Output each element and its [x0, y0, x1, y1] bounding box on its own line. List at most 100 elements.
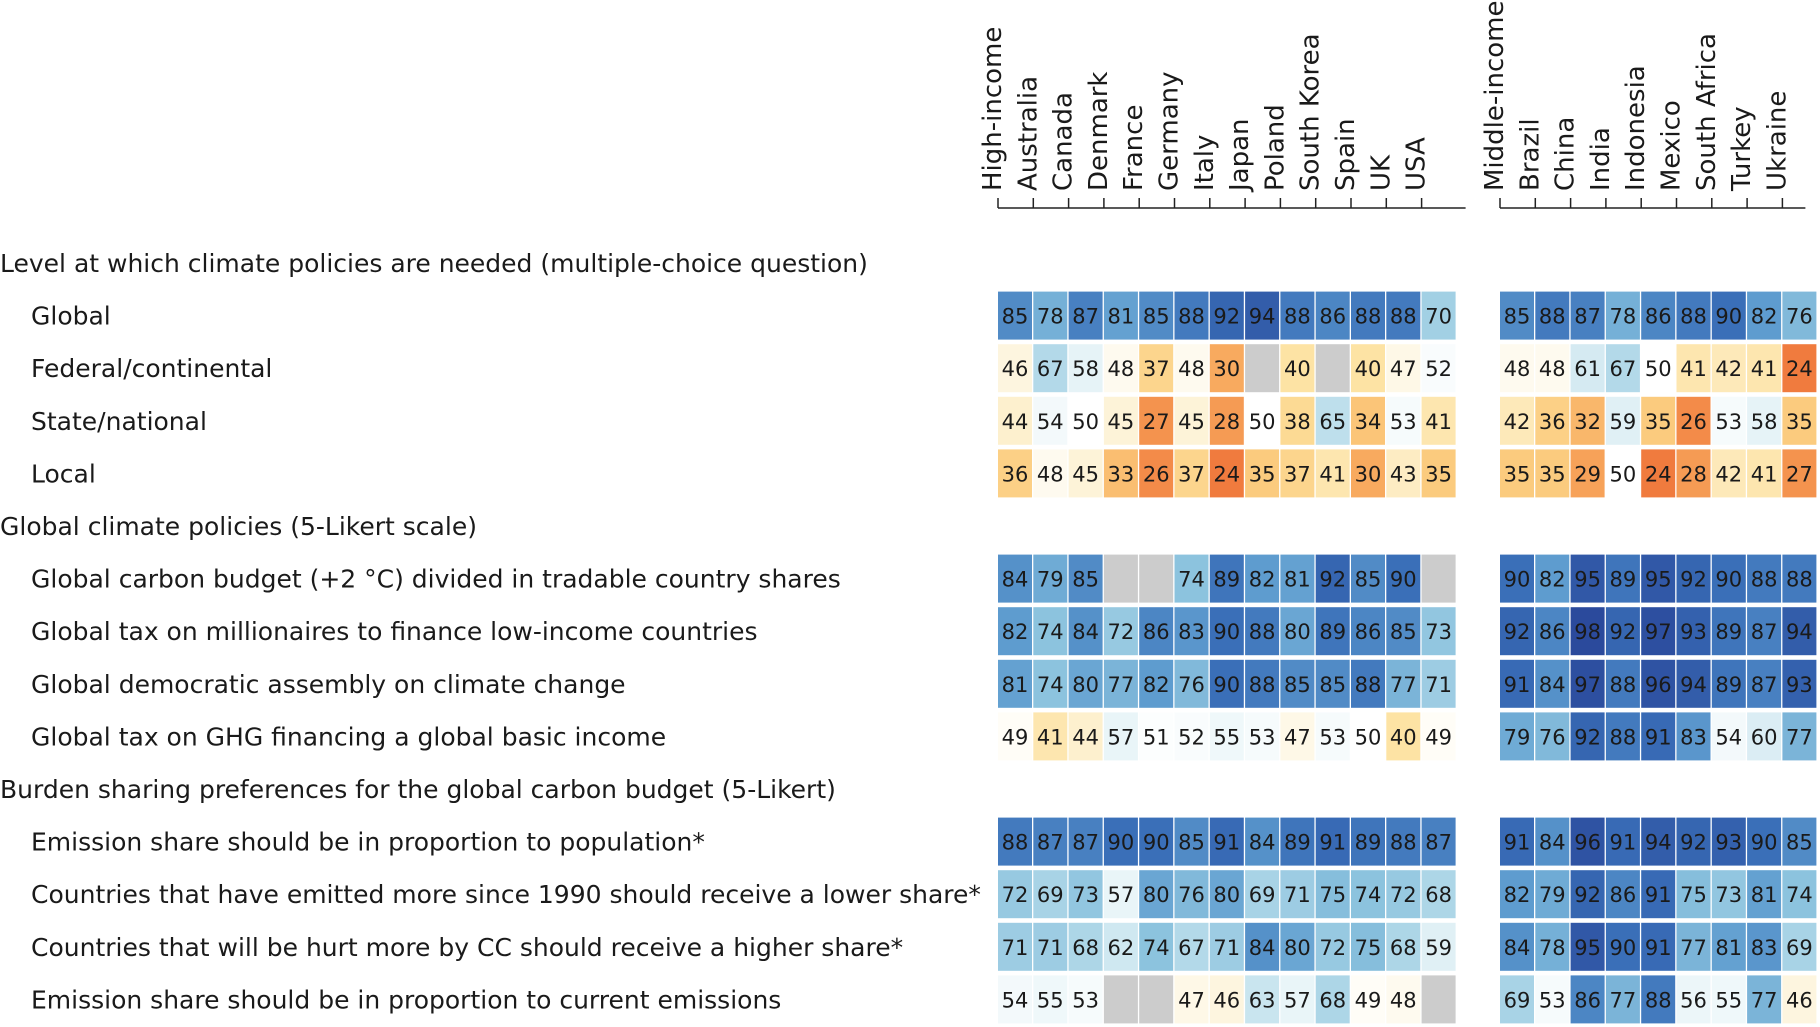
heatmap-cell — [998, 607, 1032, 656]
heatmap-cell — [1139, 922, 1174, 971]
heatmap-cell — [1033, 607, 1068, 656]
heatmap-cell — [1209, 659, 1244, 708]
column-label: Japan — [1225, 118, 1255, 193]
cell-value: 85 — [1504, 305, 1531, 329]
cell-value: 37 — [1178, 462, 1205, 486]
heatmap-cell — [1747, 870, 1782, 919]
cell-value: 57 — [1108, 725, 1135, 749]
row-label: Global — [31, 302, 111, 331]
heatmap-cell — [1711, 607, 1746, 656]
cell-value: 86 — [1539, 620, 1566, 644]
cell-value: 46 — [1002, 357, 1029, 381]
heatmap-cell — [1139, 712, 1174, 761]
cell-value: 40 — [1355, 357, 1382, 381]
cell-value: 90 — [1751, 831, 1778, 855]
heatmap-cell — [1139, 607, 1174, 656]
cell-value: 43 — [1390, 462, 1417, 486]
heatmap-cell — [1315, 344, 1350, 393]
heatmap-cell — [1033, 449, 1068, 498]
heatmap-cell — [1421, 449, 1456, 498]
cell-value: 36 — [1539, 410, 1566, 434]
row-label: Global tax on millionaires to finance lo… — [31, 617, 758, 646]
cell-value: 88 — [1355, 673, 1382, 697]
section-title: Global climate policies (5-Likert scale) — [0, 512, 477, 541]
heatmap-cell — [1386, 922, 1421, 971]
heatmap-cell — [1351, 554, 1385, 603]
cell-value: 33 — [1108, 462, 1135, 486]
cell-value: 88 — [1355, 305, 1382, 329]
cell-value: 91 — [1504, 831, 1531, 855]
heatmap-cell — [1605, 449, 1640, 498]
cell-value: 52 — [1178, 725, 1205, 749]
heatmap-cell — [1139, 344, 1174, 393]
heatmap-cell — [1386, 659, 1421, 708]
heatmap-cell — [1421, 922, 1456, 971]
cell-value: 27 — [1143, 410, 1170, 434]
heatmap-cell — [1500, 870, 1534, 919]
heatmap-cell — [1421, 975, 1456, 1024]
heatmap-cell — [1641, 554, 1676, 603]
heatmap-cell — [1500, 554, 1534, 603]
column-label: France — [1119, 105, 1149, 191]
cell-value: 89 — [1715, 620, 1742, 644]
heatmap-cell — [1315, 396, 1350, 445]
cell-value: 80 — [1284, 936, 1311, 960]
column-label: Denmark — [1084, 71, 1114, 191]
cell-value: 80 — [1143, 883, 1170, 907]
heatmap-cell — [1500, 396, 1534, 445]
heatmap-cell — [1315, 817, 1350, 866]
cell-value: 89 — [1213, 568, 1240, 592]
cell-value: 84 — [1504, 936, 1531, 960]
cell-value: 87 — [1072, 305, 1099, 329]
cell-value: 88 — [1610, 725, 1637, 749]
heatmap-cell — [1103, 712, 1138, 761]
cell-value: 77 — [1390, 673, 1417, 697]
cell-value: 45 — [1072, 462, 1099, 486]
cell-value: 95 — [1574, 568, 1601, 592]
heatmap-cell — [1103, 817, 1138, 866]
heatmap-cell — [1535, 396, 1570, 445]
cell-value: 90 — [1213, 620, 1240, 644]
cell-value: 55 — [1213, 725, 1240, 749]
cell-value: 94 — [1645, 831, 1672, 855]
cell-value: 83 — [1178, 620, 1205, 644]
cell-value: 53 — [1539, 988, 1566, 1012]
cell-value: 35 — [1249, 462, 1276, 486]
cell-value: 29 — [1574, 462, 1601, 486]
heatmap-cell — [1570, 607, 1605, 656]
cell-value: 80 — [1213, 883, 1240, 907]
cell-value: 94 — [1680, 673, 1707, 697]
heatmap-cell — [1245, 870, 1280, 919]
cell-value: 54 — [1002, 988, 1029, 1012]
heatmap-cell — [1280, 975, 1315, 1024]
heatmap-cell — [1535, 291, 1570, 340]
heatmap-cell — [1351, 870, 1385, 919]
heatmap-cell — [1676, 817, 1711, 866]
heatmap-cell — [998, 291, 1032, 340]
cell-value: 47 — [1390, 357, 1417, 381]
cell-value: 72 — [1319, 936, 1346, 960]
heatmap-cell — [1103, 870, 1138, 919]
heatmap-cell — [1500, 607, 1534, 656]
cell-value: 37 — [1143, 357, 1170, 381]
heatmap-cell — [1209, 870, 1244, 919]
cell-value: 30 — [1355, 462, 1382, 486]
cell-value: 80 — [1072, 673, 1099, 697]
heatmap-cell — [1139, 817, 1174, 866]
cell-value: 60 — [1751, 725, 1778, 749]
cell-value: 96 — [1574, 831, 1601, 855]
cell-value: 86 — [1574, 988, 1601, 1012]
heatmap-cell — [1535, 922, 1570, 971]
cell-value: 36 — [1002, 462, 1029, 486]
heatmap-cell — [1605, 659, 1640, 708]
heatmap-cell — [1315, 975, 1350, 1024]
cell-value: 94 — [1786, 620, 1813, 644]
cell-value: 28 — [1213, 410, 1240, 434]
cell-value: 79 — [1539, 883, 1566, 907]
cell-value: 74 — [1355, 883, 1382, 907]
heatmap-cell — [1386, 344, 1421, 393]
cell-value: 81 — [1284, 568, 1311, 592]
cell-value: 35 — [1504, 462, 1531, 486]
cell-value: 88 — [1645, 988, 1672, 1012]
